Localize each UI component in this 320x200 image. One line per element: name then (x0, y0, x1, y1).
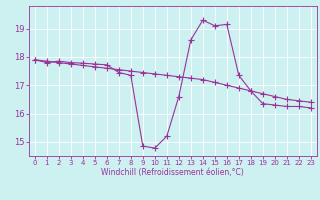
X-axis label: Windchill (Refroidissement éolien,°C): Windchill (Refroidissement éolien,°C) (101, 168, 244, 177)
